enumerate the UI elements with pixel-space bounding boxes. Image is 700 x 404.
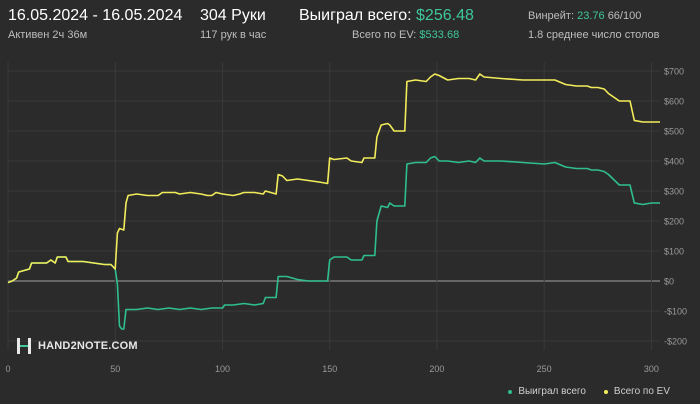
hands-per-hour: 117 рук в час <box>200 29 267 41</box>
legend-marker-won <box>508 389 513 394</box>
x-tick-label: 0 <box>5 364 10 374</box>
ev-total-label: Всего по EV: <box>352 29 417 41</box>
y-tick-label: $0 <box>664 277 674 287</box>
avg-tables: 1.8 среднее число столов <box>528 29 660 41</box>
y-tick-label: -$200 <box>664 337 687 347</box>
legend-item-ev[interactable]: Всего по EV <box>603 386 670 397</box>
legend-item-won[interactable]: Выиграл всего <box>508 386 586 397</box>
y-tick-label: $700 <box>664 67 684 77</box>
y-tick-label: $500 <box>664 127 684 137</box>
won-total: Выиграл всего: $256.48 <box>299 7 474 25</box>
hand2note-logo-icon <box>16 337 32 355</box>
series-line-won <box>7 155 660 330</box>
y-tick-label: $200 <box>664 217 684 227</box>
winrate-label: Винрейт: <box>528 10 575 22</box>
winrate-hands: 66/100 <box>607 10 642 22</box>
logo-text: HAND2NOTE.COM <box>38 340 138 352</box>
legend-label-won: Выиграл всего <box>518 386 586 397</box>
ev-total: Всего по EV: $533.68 <box>352 29 459 41</box>
x-tick-label: 200 <box>429 364 444 374</box>
y-tick-label: $400 <box>664 157 684 167</box>
legend-label-ev: Всего по EV <box>613 386 670 397</box>
hands-count: 304 Руки <box>200 7 266 24</box>
chart-legend: Выиграл всего Всего по EV <box>508 386 670 397</box>
date-range: 16.05.2024 - 16.05.2024 <box>8 7 183 24</box>
x-tick-label: 150 <box>322 364 337 374</box>
x-tick-label: 100 <box>215 364 230 374</box>
x-tick-label: 250 <box>537 364 552 374</box>
y-tick-label: $600 <box>664 97 684 107</box>
x-tick-label: 50 <box>110 364 120 374</box>
header: 16.05.2024 - 16.05.2024 Активен 2ч 36м 3… <box>0 0 700 50</box>
legend-marker-ev <box>603 389 608 394</box>
y-tick-label: -$100 <box>664 307 687 317</box>
hand2note-logo: HAND2NOTE.COM <box>16 336 138 356</box>
y-tick-label: $100 <box>664 247 684 257</box>
winrate: Винрейт: 23.76 66/100 <box>528 10 641 22</box>
winrate-value: 23.76 <box>577 10 605 22</box>
active-time: Активен 2ч 36м <box>8 29 88 41</box>
series-line-ev <box>7 73 660 284</box>
ev-total-value: $533.68 <box>419 29 460 41</box>
x-tick-label: 300 <box>644 364 659 374</box>
won-total-label: Выиграл всего: <box>299 7 412 24</box>
won-total-value: $256.48 <box>416 7 474 24</box>
y-tick-label: $300 <box>664 187 684 197</box>
